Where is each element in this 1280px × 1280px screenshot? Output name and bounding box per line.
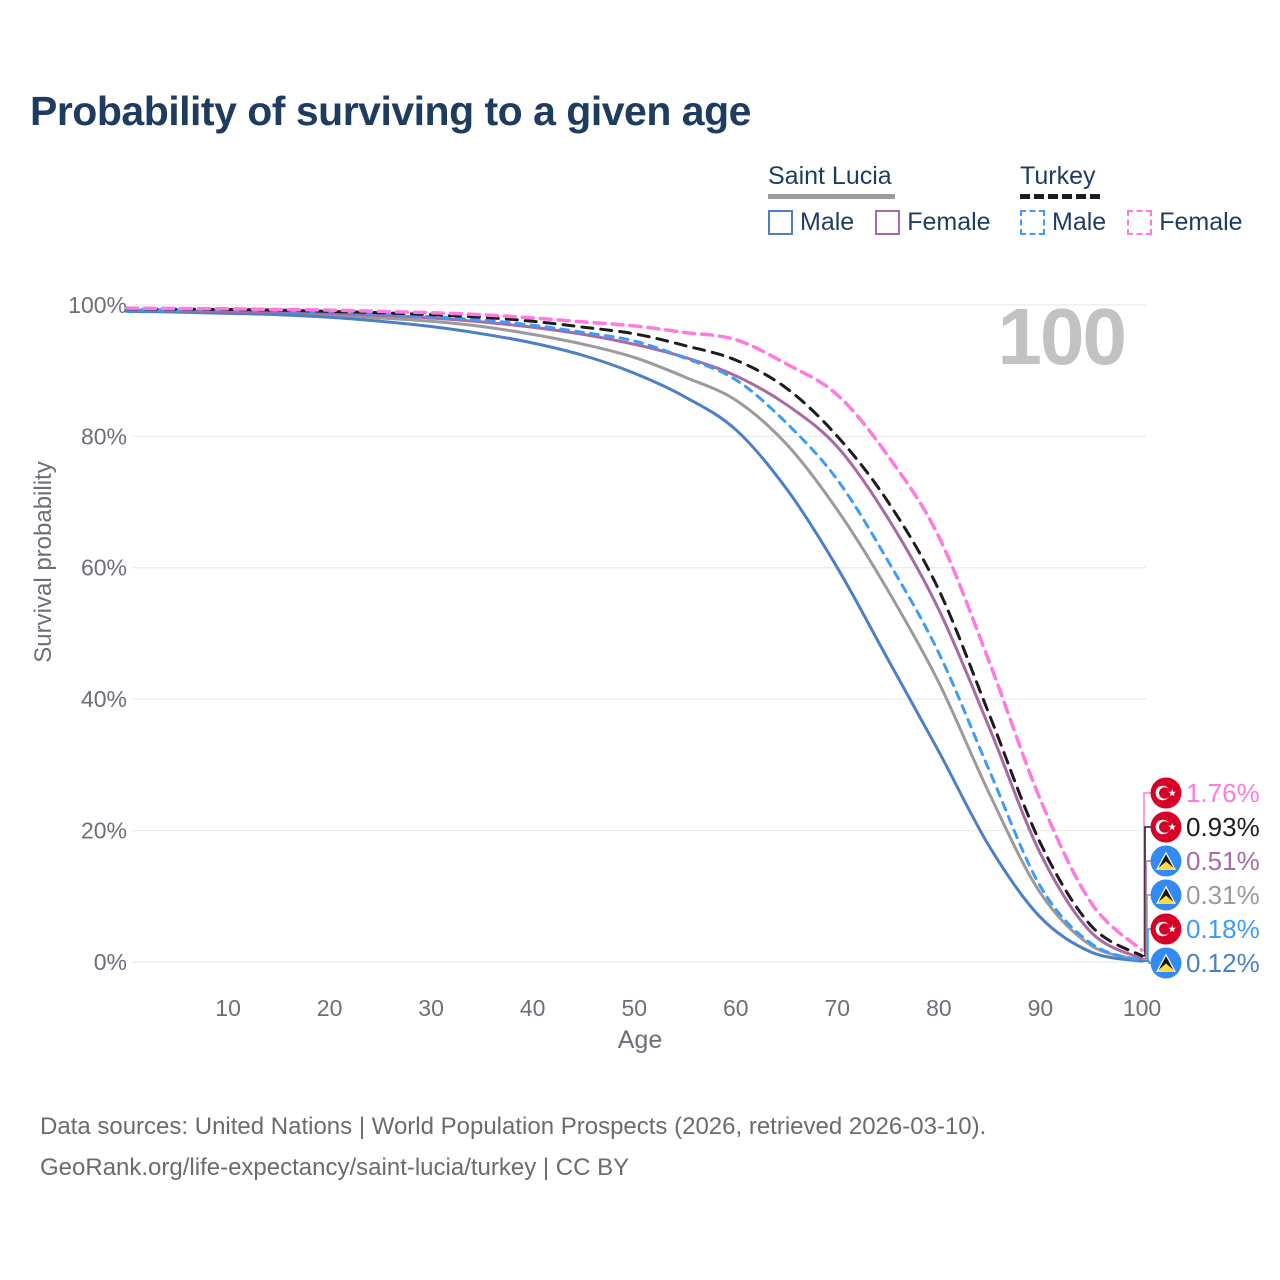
attribution-line: GeoRank.org/life-expectancy/saint-lucia/… (40, 1154, 630, 1181)
end-label-value-saint-lucia-male: 0.12% (1186, 948, 1260, 978)
legend-item-turkey-male: Male (1020, 208, 1106, 237)
saint-lucia-flag-icon (1150, 845, 1182, 877)
saint-lucia-flag-icon (1150, 947, 1182, 979)
y-axis-label: Survival probability (30, 461, 57, 663)
end-label-connector-saint-lucia-female (1142, 860, 1151, 960)
saint-lucia-male-swatch-icon (768, 210, 793, 235)
x-tick-label-50: 50 (622, 995, 648, 1021)
curve-turkey-female (124, 306, 1144, 953)
end-label-value-saint-lucia-both: 0.31% (1186, 880, 1260, 910)
legend-group-saint-lucia: Saint Lucia Male Female (768, 162, 991, 237)
x-tick-label-90: 90 (1028, 995, 1054, 1021)
x-tick-label-70: 70 (825, 995, 851, 1021)
saint-lucia-line-style-sample (768, 194, 895, 199)
y-tick-label-80: 80% (81, 423, 127, 449)
y-tick-label-20: 20% (81, 818, 127, 844)
legend-item-saint-lucia-male: Male (768, 208, 854, 237)
legend-country-turkey: Turkey (1020, 162, 1096, 190)
legend-label-turkey-male: Male (1052, 208, 1107, 236)
footer: Data sources: United Nations | World Pop… (40, 1106, 986, 1188)
x-tick-label-10: 10 (215, 995, 241, 1021)
saint-lucia-female-swatch-icon (875, 210, 901, 235)
y-tick-label-0: 0% (94, 949, 127, 975)
legend-group-turkey: Turkey Male Female (1020, 162, 1243, 237)
y-tick-label-40: 40% (81, 686, 127, 712)
turkey-flag-icon (1150, 913, 1182, 945)
legend-item-saint-lucia-female: Female (875, 208, 991, 237)
end-label-value-turkey-male: 0.18% (1186, 914, 1260, 944)
end-label-connector-turkey-female (1142, 792, 1151, 952)
turkey-female-swatch-icon (1127, 210, 1153, 235)
x-tick-label-30: 30 (418, 995, 444, 1021)
end-label-value-turkey-female: 1.76% (1186, 778, 1260, 808)
end-label-value-saint-lucia-female: 0.51% (1186, 846, 1260, 876)
x-tick-label-80: 80 (926, 995, 952, 1021)
data-sources-line: Data sources: United Nations | World Pop… (40, 1113, 987, 1140)
x-tick-label-40: 40 (520, 995, 546, 1021)
end-label-connector-saint-lucia-male (1142, 960, 1151, 964)
y-tick-label-100: 100% (68, 292, 127, 318)
page-title: Probability of surviving to a given age (30, 88, 751, 134)
x-tick-label-60: 60 (723, 995, 749, 1021)
saint-lucia-flag-icon (1150, 879, 1182, 911)
x-tick-label-20: 20 (317, 995, 343, 1021)
curve-turkey-both (125, 307, 1144, 958)
legend-item-turkey-female: Female (1127, 208, 1243, 237)
legend-label-saint-lucia-male: Male (800, 208, 855, 236)
x-axis-label: Age (617, 1026, 663, 1054)
age-watermark: 100 (997, 292, 1127, 381)
legend-label-saint-lucia-female: Female (907, 208, 991, 236)
turkey-flag-icon (1150, 811, 1182, 843)
x-tick-label-100: 100 (1123, 995, 1161, 1021)
curve-turkey-male (125, 308, 1144, 963)
legend-country-saint-lucia: Saint Lucia (768, 162, 892, 190)
turkey-flag-icon (1150, 777, 1182, 809)
turkey-line-style-sample (1020, 194, 1100, 199)
turkey-male-swatch-icon (1020, 210, 1045, 235)
end-label-connector-saint-lucia-both (1142, 894, 1151, 961)
curve-saint-lucia-female (125, 308, 1144, 961)
end-label-value-turkey-both: 0.93% (1186, 812, 1260, 842)
end-label-connector-turkey-both (1142, 826, 1151, 957)
y-tick-label-60: 60% (81, 555, 127, 581)
curve-saint-lucia-male (125, 309, 1144, 963)
legend-label-turkey-female: Female (1159, 208, 1243, 236)
curve-saint-lucia-both (125, 309, 1144, 962)
